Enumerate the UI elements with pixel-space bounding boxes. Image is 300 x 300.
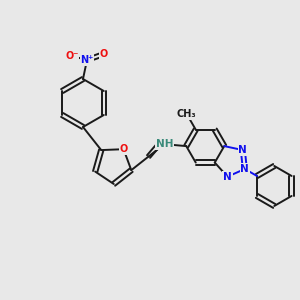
- Text: N⁺: N⁺: [80, 55, 94, 65]
- Text: O: O: [119, 144, 128, 154]
- Text: O: O: [100, 49, 108, 59]
- Text: NH: NH: [155, 139, 173, 149]
- Text: N: N: [241, 164, 249, 174]
- Text: N: N: [238, 145, 247, 155]
- Text: CH₃: CH₃: [177, 109, 197, 119]
- Text: N: N: [223, 172, 232, 182]
- Text: N: N: [241, 164, 249, 174]
- Text: O: O: [156, 137, 165, 148]
- Text: O⁻: O⁻: [65, 51, 79, 61]
